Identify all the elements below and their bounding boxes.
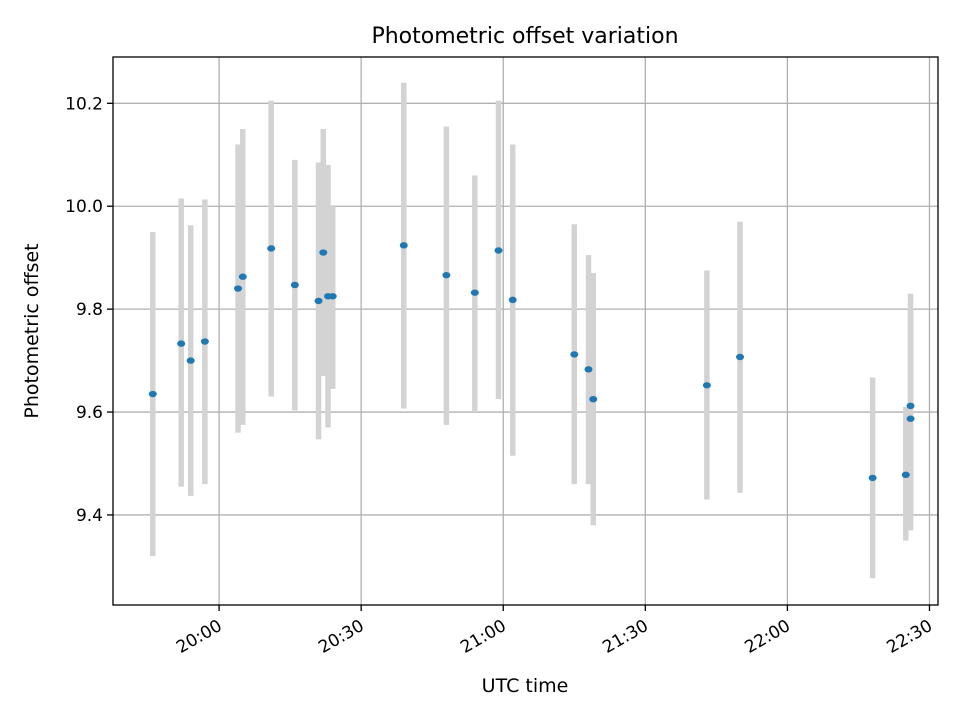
- y-axis-ticks: 9.4 9.6 9.8 10.0 10.2: [65, 94, 113, 526]
- data-point: [702, 382, 711, 389]
- y-tick-label: 9.8: [76, 300, 103, 320]
- data-point: [508, 296, 517, 304]
- data-point: [736, 353, 745, 361]
- y-tick-label: 9.4: [76, 506, 103, 526]
- data-point: [901, 471, 910, 479]
- data-point: [494, 247, 503, 254]
- data-point: [399, 242, 408, 249]
- data-point: [906, 402, 915, 410]
- data-point: [186, 357, 195, 364]
- y-tick-label: 10.0: [65, 197, 103, 217]
- data-point: [267, 245, 276, 252]
- data-point: [200, 338, 209, 345]
- data-point: [238, 273, 247, 280]
- data-point: [584, 366, 593, 373]
- data-point: [589, 395, 598, 403]
- y-axis-label: Photometric offset: [21, 243, 43, 418]
- y-tick-label: 10.2: [65, 94, 103, 114]
- data-point: [328, 293, 337, 300]
- x-axis-label: UTC time: [482, 675, 569, 697]
- data-point: [319, 249, 328, 256]
- grid-lines: [113, 57, 938, 605]
- plot-frame: [112, 56, 939, 606]
- y-tick-label: 9.6: [76, 403, 103, 423]
- data-point: [314, 297, 323, 305]
- data-point: [234, 285, 243, 292]
- data-point: [906, 415, 915, 422]
- data-point: [148, 390, 157, 398]
- data-point: [868, 474, 877, 482]
- data-point: [442, 271, 451, 279]
- data-point: [177, 340, 186, 347]
- data-point: [470, 289, 479, 296]
- data-points: [148, 242, 915, 482]
- data-point: [570, 351, 579, 358]
- data-point: [290, 281, 299, 289]
- chart-title: Photometric offset variation: [371, 24, 678, 49]
